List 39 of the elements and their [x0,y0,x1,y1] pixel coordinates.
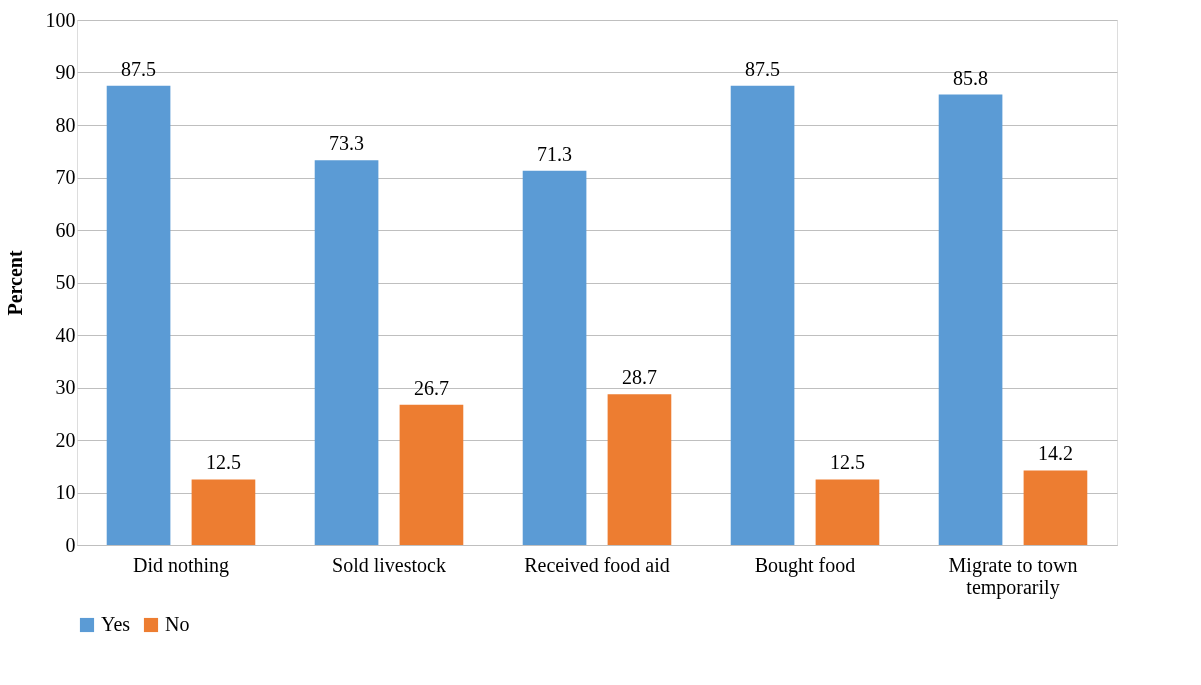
data-label: 87.5 [121,57,157,80]
data-label: 14.2 [1037,442,1073,465]
y-tick-label: 70 [55,166,76,188]
y-tick-label: 80 [55,113,76,136]
data-label: 12.5 [205,451,241,474]
legend-label: Yes [101,613,131,635]
bar [522,170,587,545]
x-tick-label: Did nothing [132,553,230,577]
y-tick-label: 30 [55,376,76,398]
bar [399,404,464,545]
data-label: 73.3 [329,132,365,155]
bar [730,85,795,545]
y-tick-label: 0 [65,533,76,556]
y-tick-label: 10 [55,481,76,503]
x-tick-label: Migrate to town temporarily [948,553,1078,599]
data-label: 12.5 [829,451,865,474]
x-tick-label: Received food aid [524,553,670,576]
data-label: 26.7 [413,376,449,399]
y-tick-label: 20 [55,428,76,451]
y-tick-label: 60 [55,218,76,241]
bar [191,479,256,545]
legend-label: No [165,613,190,635]
bar [607,394,672,545]
y-tick-label: 90 [55,61,76,83]
y-axis-title: Percent [3,250,26,316]
bar [815,479,880,545]
data-label: 87.5 [745,57,781,80]
y-tick-label: 50 [55,271,76,293]
bar [106,85,171,545]
bar [314,160,379,545]
data-label: 28.7 [621,366,657,389]
bar [938,94,1003,545]
x-tick-label: Bought food [754,553,856,577]
x-tick-label: Sold livestock [332,553,446,576]
bar [1023,470,1088,545]
data-label: 71.3 [537,142,573,165]
y-tick-label: 40 [55,323,76,346]
y-tick-label: 100 [45,8,76,31]
data-label: 85.8 [953,66,989,89]
